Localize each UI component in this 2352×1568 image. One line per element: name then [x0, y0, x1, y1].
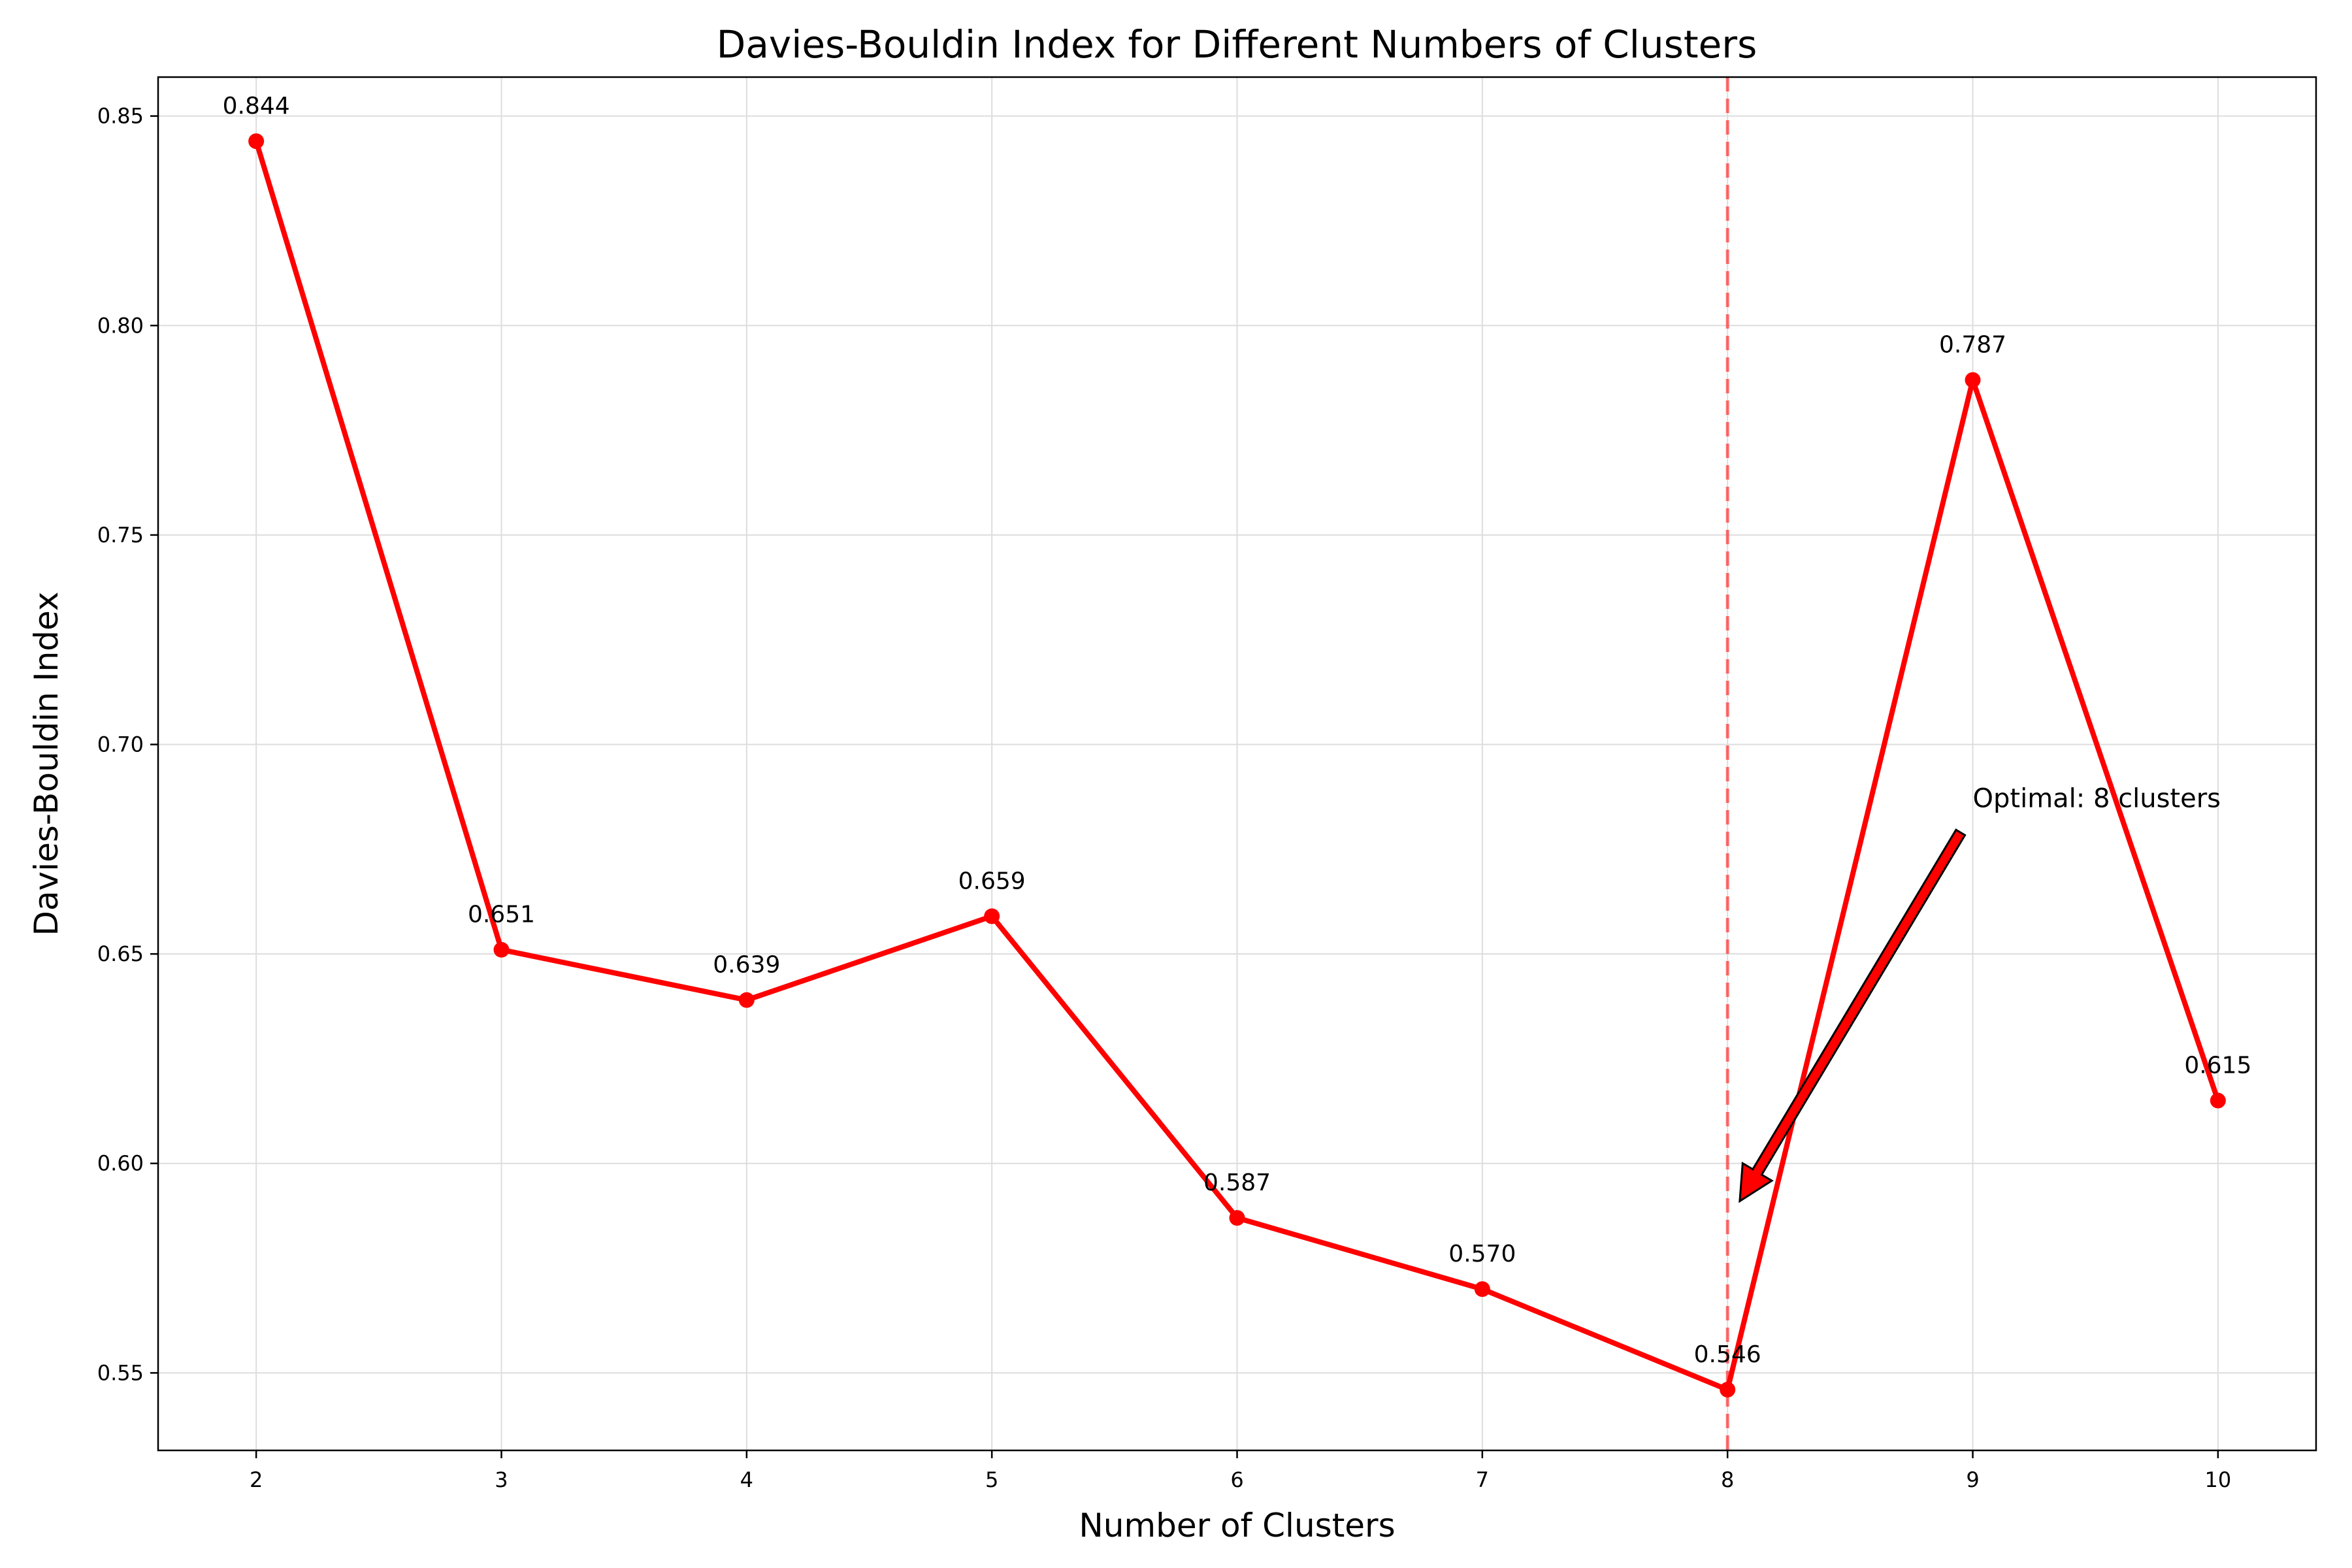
x-tick-label-8: 10 [2205, 1467, 2232, 1492]
y-axis-label: Davies-Bouldin Index [27, 591, 65, 936]
y-tick-label-2: 0.65 [97, 941, 144, 966]
chart-title: Davies-Bouldin Index for Different Numbe… [717, 22, 1757, 67]
x-tick-label-2: 4 [740, 1467, 753, 1492]
annotation-arrow [1739, 828, 1967, 1203]
x-tick-label-7: 9 [1966, 1467, 1979, 1492]
y-tick-label-5: 0.80 [97, 313, 144, 338]
data-label-3: 0.651 [468, 902, 535, 928]
grid [158, 77, 2316, 1450]
data-point-9 [1965, 372, 1981, 388]
annotation-text: Optimal: 8 clusters [1973, 784, 2221, 814]
y-tick-label-6: 0.85 [97, 104, 144, 129]
x-tick-label-6: 8 [1721, 1467, 1734, 1492]
data-label-4: 0.639 [713, 952, 780, 979]
data-point-6 [1229, 1210, 1245, 1226]
data-points [248, 133, 2226, 1398]
data-point-8 [1720, 1382, 1736, 1398]
data-label-2: 0.844 [223, 93, 290, 120]
annotation: Optimal: 8 clusters [1739, 784, 2221, 1203]
x-tick-label-4: 6 [1230, 1467, 1243, 1492]
data-label-5: 0.659 [958, 868, 1026, 894]
y-tick-label-4: 0.75 [97, 523, 144, 547]
x-tick-label-0: 2 [250, 1467, 263, 1492]
data-point-5 [984, 908, 1000, 924]
y-axis-ticks: 0.55 0.60 0.65 0.70 0.75 0.80 0.85 [97, 104, 158, 1385]
y-tick-label-3: 0.70 [97, 732, 144, 757]
data-label-10: 0.615 [2184, 1053, 2251, 1079]
x-tick-label-3: 5 [985, 1467, 998, 1492]
data-point-7 [1474, 1281, 1490, 1298]
x-axis-label: Number of Clusters [1079, 1507, 1395, 1544]
x-axis-ticks: 2 3 4 5 6 7 8 9 10 [250, 1450, 2231, 1492]
y-tick-label-1: 0.60 [97, 1151, 144, 1176]
data-label-8: 0.546 [1694, 1341, 1761, 1368]
x-tick-label-5: 7 [1476, 1467, 1489, 1492]
data-point-2 [248, 133, 265, 150]
data-label-7: 0.570 [1448, 1241, 1516, 1267]
data-labels: 0.844 0.651 0.639 0.659 0.587 0.570 0.546 0.787… [223, 93, 2252, 1368]
data-point-10 [2210, 1092, 2226, 1109]
data-point-3 [493, 941, 510, 958]
data-label-9: 0.787 [1939, 332, 2006, 359]
data-label-6: 0.587 [1203, 1169, 1271, 1196]
x-tick-label-1: 3 [495, 1467, 508, 1492]
data-point-4 [738, 992, 755, 1008]
y-tick-label-0: 0.55 [97, 1360, 144, 1385]
